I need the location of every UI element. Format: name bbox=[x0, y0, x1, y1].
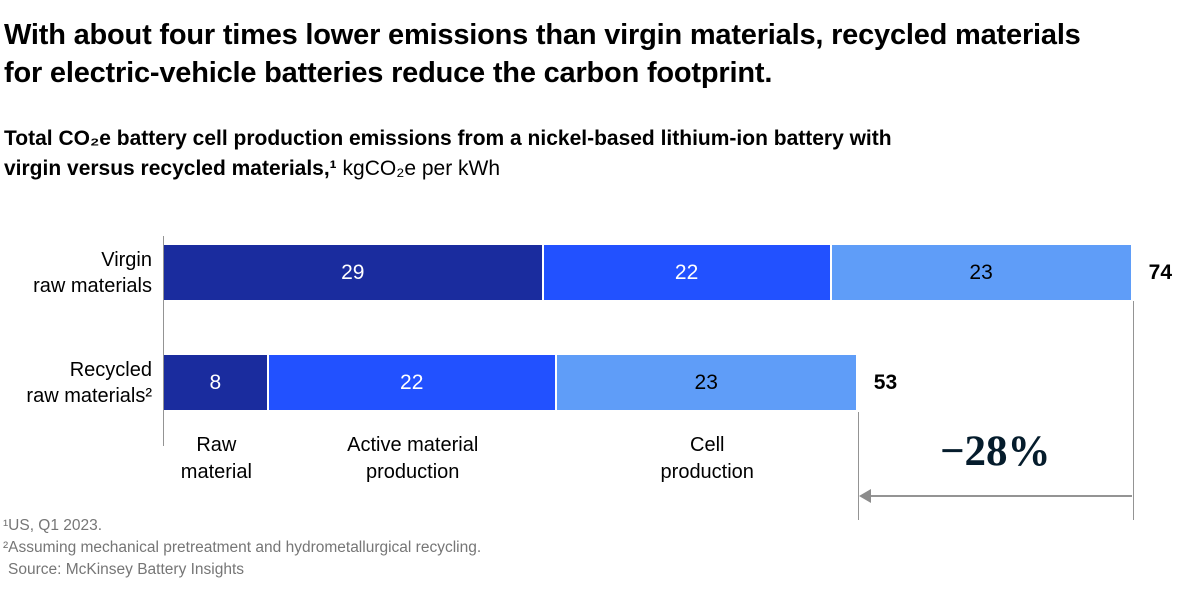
segment-axis-label: Active material production bbox=[347, 434, 479, 483]
chart-axis-line bbox=[163, 236, 164, 446]
segment-axis-label: Raw material bbox=[180, 434, 252, 483]
chart-subtitle-line-1: Total CO₂e battery cell production emiss… bbox=[4, 124, 892, 154]
bar-segment: 22 bbox=[543, 245, 830, 300]
footnote-1: ¹US, Q1 2023. bbox=[3, 517, 103, 534]
chart-unit-label: kgCO₂e per kWh bbox=[336, 157, 501, 180]
footnote-2: ²Assuming mechanical pretreatment and hy… bbox=[3, 539, 482, 556]
page-title-line-2: for electric-vehicle batteries reduce th… bbox=[4, 57, 773, 89]
footnotes: ¹US, Q1 2023. ²Assuming mechanical pretr… bbox=[3, 515, 481, 581]
bar-total-label: 74 bbox=[1148, 260, 1173, 284]
bar-segment: 8 bbox=[164, 355, 267, 410]
bar-segment: 29 bbox=[164, 245, 542, 300]
bar-row-label: Virgin raw materials bbox=[33, 248, 152, 297]
bar-total-label: 53 bbox=[873, 370, 898, 394]
annotation-guide-line-recycled-end bbox=[857, 412, 859, 520]
chart-subtitle: Total CO₂e battery cell production emiss… bbox=[4, 124, 892, 184]
bar-segment: 22 bbox=[268, 355, 555, 410]
annotation-guide-line-virgin-end bbox=[1132, 301, 1134, 520]
page-title: With about four times lower emissions th… bbox=[4, 16, 1081, 92]
footnote-source: Source: McKinsey Battery Insights bbox=[8, 561, 245, 578]
annotation-arrow-line bbox=[868, 495, 1132, 497]
chart-subtitle-line-2: virgin versus recycled materials,¹ kgCO₂… bbox=[4, 154, 892, 184]
bar-row-label: Recycled raw materials² bbox=[26, 358, 152, 407]
annotation-delta-label: −28% bbox=[939, 428, 1051, 475]
bar-segment: 23 bbox=[556, 355, 856, 410]
segment-axis-label: Cell production bbox=[660, 434, 754, 483]
chart-subtitle-bold-text-2: virgin versus recycled materials,¹ bbox=[4, 157, 337, 180]
page-title-line-1: With about four times lower emissions th… bbox=[4, 19, 1081, 51]
bar-segment: 23 bbox=[831, 245, 1131, 300]
chart-subtitle-bold-text: Total CO₂e battery cell production emiss… bbox=[4, 127, 892, 150]
annotation-arrowhead-icon bbox=[858, 489, 871, 503]
